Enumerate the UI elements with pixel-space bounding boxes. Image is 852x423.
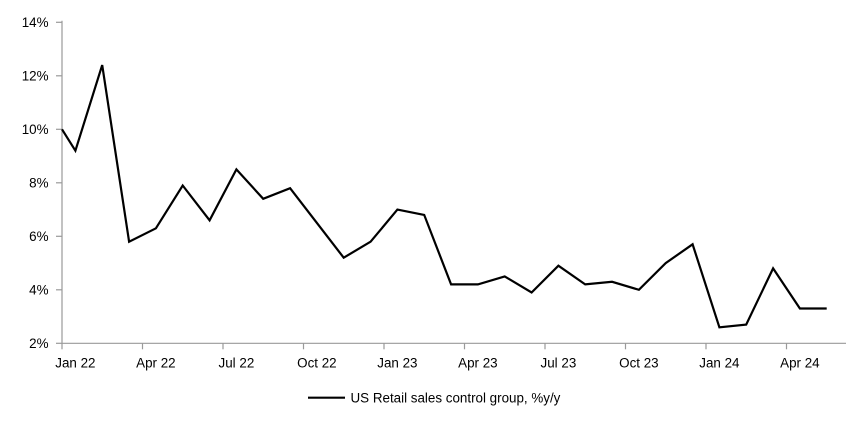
legend: US Retail sales control group, %y/y	[308, 391, 561, 406]
x-axis-tick-label: Oct 23	[619, 356, 658, 371]
legend-label: US Retail sales control group, %y/y	[351, 391, 561, 406]
x-axis-tick-label: Jul 22	[219, 356, 255, 371]
x-axis-tick-label: Jan 24	[699, 356, 740, 371]
y-axis-tick-label: 4%	[29, 283, 48, 298]
axes: 14% 12% 10% 8% 6% 4% 2% Jan 22 Apr 22 Jul 22 Oct 2…	[22, 15, 846, 371]
y-axis-tick-label: 6%	[29, 229, 48, 244]
x-axis-tick-label: Oct 22	[297, 356, 336, 371]
x-axis-tick-label: Apr 22	[136, 356, 175, 371]
x-axis-tick-label: Jan 23	[377, 356, 417, 371]
x-axis-tick-label: Jul 23	[541, 356, 577, 371]
y-axis-tick-label: 10%	[22, 122, 49, 137]
series-line	[61, 64, 827, 329]
y-axis-tick-label: 12%	[22, 69, 49, 84]
x-axis-tick-label: Jan 22	[55, 356, 95, 371]
y-axis-tick-label: 2%	[29, 336, 48, 351]
x-axis-tick-label: Apr 24	[780, 356, 820, 371]
y-axis-tick-label: 8%	[29, 176, 48, 191]
data-line	[61, 64, 827, 329]
y-axis-tick-label: 14%	[22, 15, 49, 30]
x-axis-tick-label: Apr 23	[458, 356, 497, 371]
